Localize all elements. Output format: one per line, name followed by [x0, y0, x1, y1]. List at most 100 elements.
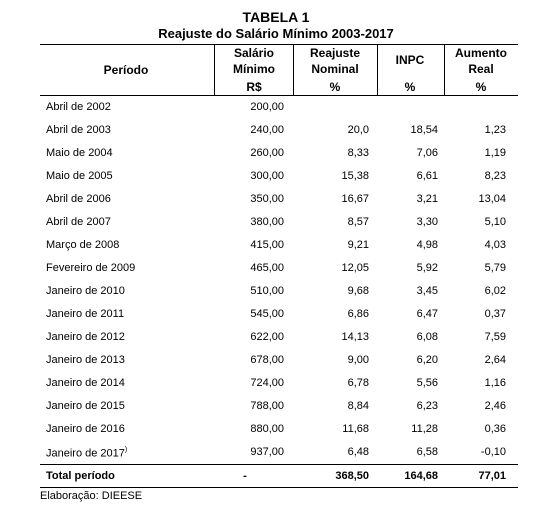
value-cell: 0,36	[484, 423, 506, 435]
value-cell: 545,00	[250, 308, 284, 320]
value-cell: 510,00	[250, 285, 284, 297]
table-subtitle: Reajuste do Salário Mínimo 2003-2017	[158, 26, 394, 41]
value-cell: 8,33	[347, 147, 369, 159]
period-cell: Janeiro de 2016	[46, 423, 125, 435]
value-cell: 6,23	[416, 400, 438, 412]
period-cell: Maio de 2004	[46, 147, 113, 159]
value-cell: 724,00	[250, 377, 284, 389]
source-note: Elaboração: DIEESE	[40, 490, 143, 502]
value-cell: 9,00	[347, 354, 369, 366]
total-label: Total período	[46, 470, 115, 482]
value-cell: 1,19	[484, 147, 506, 159]
value-cell: 8,57	[347, 216, 369, 228]
column-divider	[444, 44, 445, 95]
value-cell: 5,79	[484, 262, 506, 274]
value-cell: 465,00	[250, 262, 284, 274]
column-divider	[377, 44, 378, 95]
value-cell: 788,00	[250, 400, 284, 412]
value-cell: 6,47	[416, 308, 438, 320]
period-cell: Janeiro de 2013	[46, 354, 125, 366]
table-title: TABELA 1	[242, 9, 310, 25]
period-cell: Janeiro de 2017)	[46, 446, 128, 460]
value-cell: 0,37	[484, 308, 506, 320]
column-divider	[293, 44, 294, 95]
value-cell: 14,13	[341, 331, 369, 343]
value-cell: 260,00	[250, 147, 284, 159]
column-header: Real	[468, 62, 494, 76]
column-header: Aumento	[455, 46, 507, 60]
rule	[40, 464, 518, 465]
period-cell: Janeiro de 2015	[46, 400, 125, 412]
value-cell: 6,08	[416, 331, 438, 343]
value-cell: 11,68	[342, 423, 369, 435]
column-header: Salário	[233, 46, 275, 60]
period-cell: Abril de 2006	[46, 193, 111, 205]
column-unit: R$	[246, 80, 262, 94]
value-cell: 415,00	[250, 239, 284, 251]
value-cell: 15,38	[341, 170, 369, 182]
column-unit: %	[475, 80, 487, 94]
value-cell: 12,05	[341, 262, 369, 274]
value-cell: 1,16	[484, 377, 506, 389]
column-header: INPC	[395, 53, 425, 67]
column-unit: %	[329, 80, 341, 94]
value-cell: 2,64	[484, 354, 506, 366]
value-cell: 6,86	[347, 308, 369, 320]
period-cell: Abril de 2007	[46, 216, 111, 228]
period-cell: Maio de 2005	[46, 170, 113, 182]
period-cell: Janeiro de 2011	[46, 308, 125, 320]
value-cell: 5,92	[416, 262, 438, 274]
value-cell: 937,00	[250, 446, 284, 458]
value-cell: 300,00	[250, 170, 284, 182]
value-cell: 622,00	[250, 331, 284, 343]
value-cell: 9,21	[347, 239, 369, 251]
value-cell: 6,20	[416, 354, 438, 366]
total-cell: 368,50	[335, 470, 369, 482]
total-cell: -	[243, 470, 247, 482]
rule	[40, 95, 518, 96]
value-cell: 5,10	[484, 216, 506, 228]
value-cell: 1,23	[484, 124, 506, 136]
column-header: Nominal	[311, 62, 359, 76]
period-cell: Abril de 2003	[46, 124, 111, 136]
total-cell: 164,68	[404, 470, 438, 482]
value-cell: 5,56	[416, 377, 438, 389]
value-cell: 11,28	[411, 423, 438, 435]
period-cell: Abril de 2002	[46, 101, 111, 113]
value-cell: 2,46	[484, 400, 506, 412]
rule	[40, 487, 518, 488]
value-cell: 20,0	[347, 124, 369, 136]
value-cell: 6,78	[347, 377, 369, 389]
column-header: Mínimo	[233, 62, 275, 76]
footnote-mark: )	[124, 446, 128, 454]
value-cell: -0,10	[480, 446, 506, 458]
value-cell: 6,48	[347, 446, 369, 458]
value-cell: 6,61	[416, 170, 438, 182]
value-cell: 7,59	[484, 331, 506, 343]
value-cell: 380,00	[250, 216, 284, 228]
value-cell: 18,54	[410, 124, 438, 136]
value-cell: 9,68	[347, 285, 369, 297]
value-cell: 880,00	[250, 423, 284, 435]
column-unit: %	[404, 80, 416, 94]
value-cell: 200,00	[250, 101, 284, 113]
period-cell: Janeiro de 2012	[46, 331, 125, 343]
value-cell: 678,00	[250, 354, 284, 366]
period-cell: Janeiro de 2010	[46, 285, 125, 297]
rule	[40, 44, 518, 45]
period-cell: Janeiro de 2014	[46, 377, 125, 389]
column-header: Período	[103, 63, 149, 77]
column-divider	[214, 44, 215, 95]
value-cell: 4,98	[416, 239, 438, 251]
value-cell: 6,58	[416, 446, 438, 458]
value-cell: 8,84	[347, 400, 369, 412]
value-cell: 7,06	[416, 147, 438, 159]
value-cell: 3,21	[416, 193, 438, 205]
value-cell: 16,67	[341, 193, 369, 205]
value-cell: 13,04	[478, 193, 506, 205]
value-cell: 3,45	[416, 285, 438, 297]
value-cell: 6,02	[484, 285, 506, 297]
period-cell: Março de 2008	[46, 239, 120, 251]
total-cell: 77,01	[478, 470, 506, 482]
